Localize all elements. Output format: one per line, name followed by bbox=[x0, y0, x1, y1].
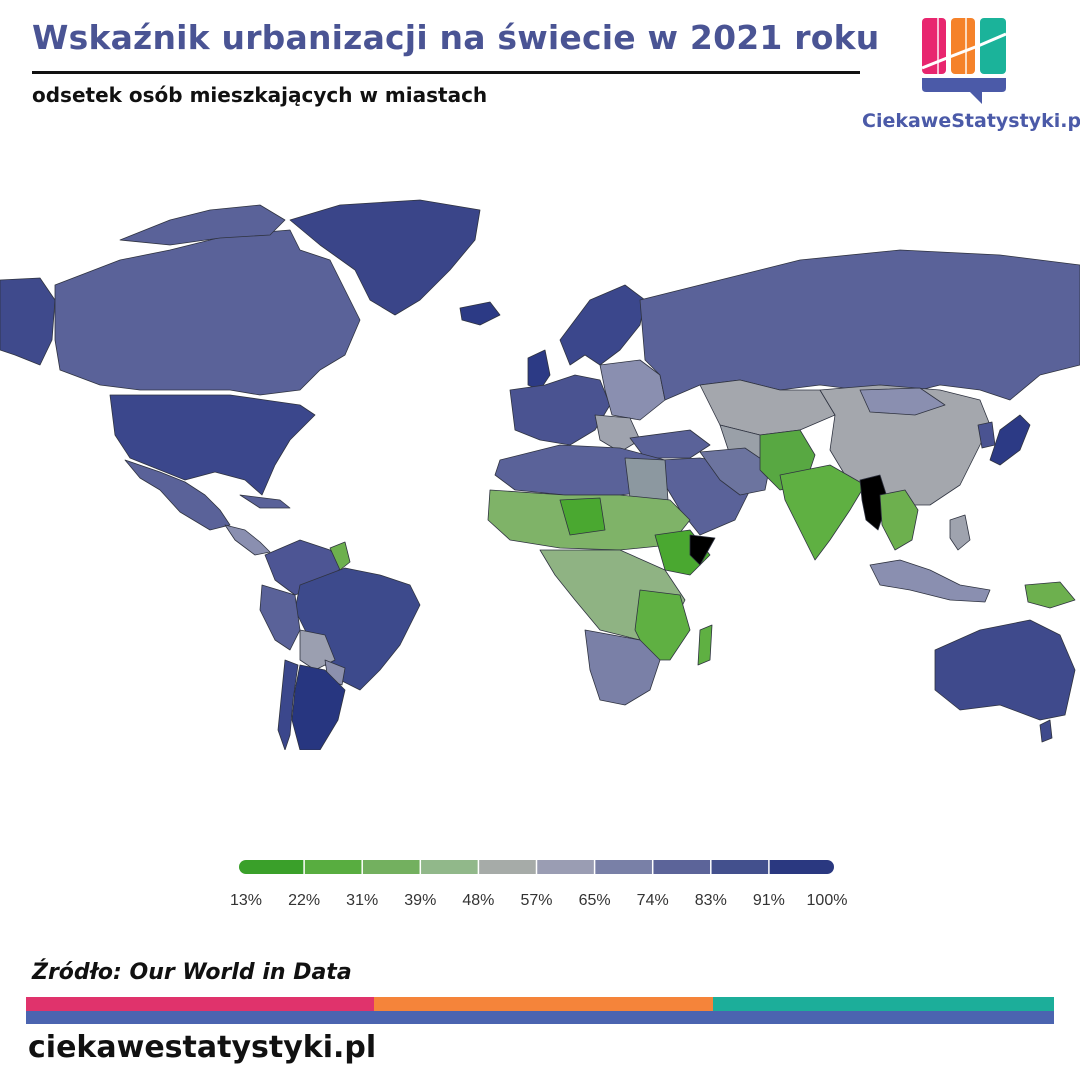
source-caption: Źródło: Our World in Data bbox=[32, 960, 352, 985]
region-mexico bbox=[124, 459, 231, 531]
region-southeast-asia bbox=[879, 489, 919, 551]
region-southern-africa bbox=[584, 629, 661, 706]
region-canada-islands bbox=[119, 204, 286, 246]
title-underline bbox=[32, 71, 860, 74]
legend-tick-label: 74% bbox=[636, 892, 669, 909]
footer-stripe-segment bbox=[713, 997, 1054, 1011]
region-alaska bbox=[0, 277, 56, 366]
legend-color-bar bbox=[239, 860, 834, 880]
legend-tick-label: 39% bbox=[404, 892, 437, 909]
region-indonesia bbox=[869, 559, 991, 603]
world-urbanization-map bbox=[0, 199, 1080, 750]
region-canada bbox=[54, 229, 361, 396]
legend-cap-left bbox=[239, 860, 253, 874]
region-myanmar bbox=[859, 474, 889, 531]
region-iceland bbox=[459, 301, 501, 326]
legend-tick-label: 100% bbox=[806, 892, 848, 909]
footer-stripe-segment bbox=[26, 997, 374, 1011]
legend-tick-label: 83% bbox=[694, 892, 727, 909]
region-scandinavia bbox=[559, 284, 646, 366]
region-bolivia bbox=[299, 629, 336, 671]
region-chile bbox=[277, 659, 299, 750]
legend-tick-label: 48% bbox=[462, 892, 495, 909]
region-somalia bbox=[689, 534, 716, 566]
brand-logo-icon bbox=[921, 18, 1007, 104]
legend-cap-right bbox=[820, 860, 834, 874]
footer-base-stripe bbox=[26, 1011, 1054, 1024]
region-new-zealand bbox=[1039, 719, 1053, 743]
logo-speech-base bbox=[922, 78, 1006, 104]
region-greenland bbox=[289, 199, 481, 316]
region-egypt bbox=[624, 457, 669, 501]
region-russia bbox=[639, 249, 1080, 401]
legend-tick-label: 91% bbox=[752, 892, 785, 909]
region-usa bbox=[109, 394, 316, 496]
region-korea bbox=[977, 421, 996, 449]
logo-bar-orange bbox=[951, 18, 975, 74]
legend-swatch bbox=[478, 860, 537, 874]
region-central-america bbox=[224, 524, 271, 556]
chart-title: Wskaźnik urbanizacji na świecie w 2021 r… bbox=[32, 18, 880, 57]
legend-swatch bbox=[362, 860, 421, 874]
brand-name: CiekaweStatystyki.pl bbox=[862, 110, 1080, 132]
region-japan bbox=[989, 414, 1031, 466]
legend-swatch bbox=[536, 860, 596, 874]
footer-stripe-segment bbox=[374, 997, 713, 1011]
region-madagascar bbox=[697, 624, 713, 666]
legend-tick-label: 65% bbox=[578, 892, 611, 909]
region-mongolia bbox=[859, 387, 946, 416]
footer-site-name: ciekawestatystyki.pl bbox=[28, 1030, 377, 1065]
region-uk bbox=[527, 349, 551, 391]
logo-bar-teal bbox=[980, 18, 1006, 74]
legend-swatch bbox=[420, 860, 479, 874]
region-balkans bbox=[594, 414, 641, 453]
legend-tick-label: 57% bbox=[520, 892, 553, 909]
region-peru bbox=[259, 584, 301, 651]
legend-swatch bbox=[768, 860, 828, 874]
color-scale-legend bbox=[239, 860, 834, 880]
region-guyana bbox=[329, 541, 351, 571]
region-cuba bbox=[239, 494, 291, 509]
legend-tick-label: 13% bbox=[229, 892, 263, 909]
region-australia bbox=[934, 619, 1076, 721]
region-iran bbox=[699, 447, 771, 496]
region-papua-new-guinea bbox=[1024, 581, 1076, 609]
chart-subtitle: odsetek osób mieszkających w miastach bbox=[32, 83, 488, 107]
region-argentina bbox=[291, 664, 346, 750]
legend-swatch bbox=[594, 860, 654, 874]
region-india bbox=[779, 464, 866, 561]
region-philippines bbox=[949, 514, 971, 551]
region-eastern-europe bbox=[599, 359, 666, 421]
legend-swatch bbox=[246, 860, 305, 874]
region-niger-chad bbox=[559, 497, 606, 536]
legend-swatch bbox=[652, 860, 712, 874]
region-western-europe bbox=[509, 374, 611, 446]
region-china bbox=[819, 384, 991, 506]
legend-swatch bbox=[710, 860, 770, 874]
legend-swatch bbox=[304, 860, 363, 874]
region-east-africa bbox=[634, 589, 691, 661]
legend-tick-label: 31% bbox=[346, 892, 379, 909]
legend-tick-label: 22% bbox=[288, 892, 321, 909]
